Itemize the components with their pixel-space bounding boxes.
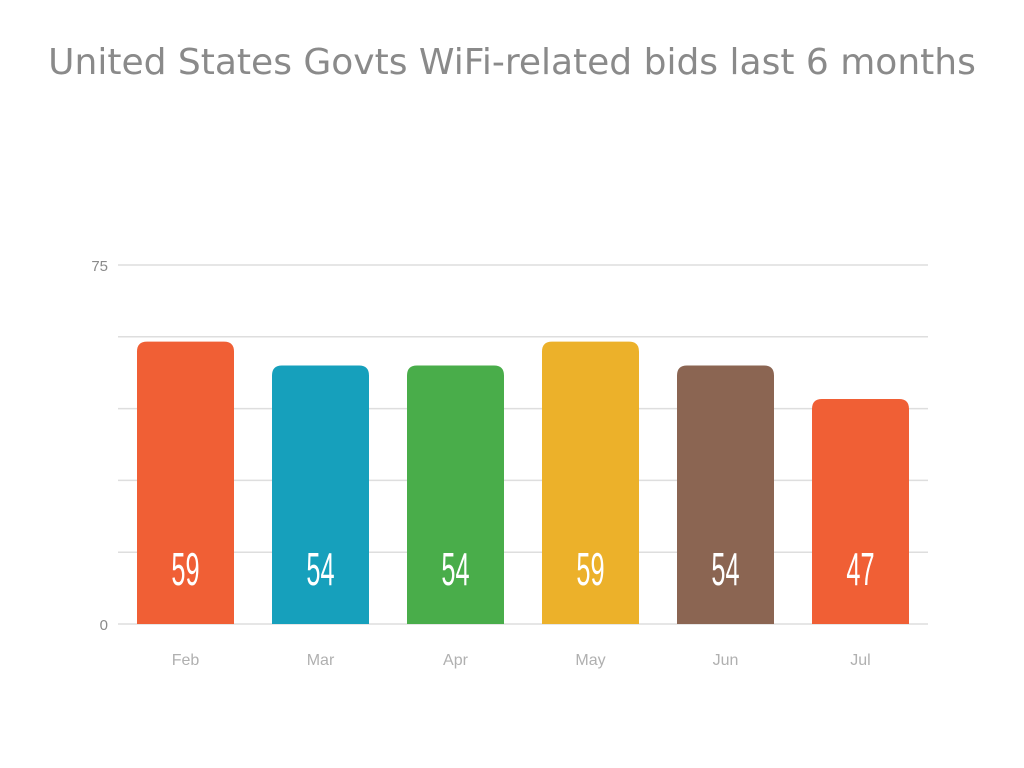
- chart-title: United States Govts WiFi-related bids la…: [48, 42, 976, 83]
- x-tick-label: Mar: [307, 652, 335, 669]
- x-tick-label: Apr: [443, 652, 469, 669]
- x-tick-label: Feb: [172, 652, 200, 669]
- bar-feb: [137, 341, 234, 624]
- gridlines: [118, 264, 928, 625]
- value-label: 54: [441, 543, 469, 595]
- x-tick-label: Jun: [713, 652, 739, 669]
- x-tick-label: Jul: [850, 652, 870, 669]
- bars: [137, 341, 909, 624]
- bar-may: [542, 341, 639, 624]
- bar-jun: [677, 365, 774, 624]
- labels: 0 75 59 Feb 54 Mar 54 Apr 59 May 54 Jun 47 Jul: [91, 258, 874, 669]
- bar-mar: [272, 365, 369, 624]
- value-label: 54: [711, 543, 739, 595]
- value-label: 54: [306, 543, 334, 595]
- y-tick-label: 75: [91, 258, 108, 275]
- value-label: 59: [171, 543, 199, 595]
- bar-jul: [812, 399, 909, 624]
- bar-apr: [407, 365, 504, 624]
- y-tick-label: 0: [100, 617, 108, 634]
- value-label: 47: [846, 543, 874, 595]
- x-tick-label: May: [575, 652, 605, 669]
- value-label: 59: [576, 543, 604, 595]
